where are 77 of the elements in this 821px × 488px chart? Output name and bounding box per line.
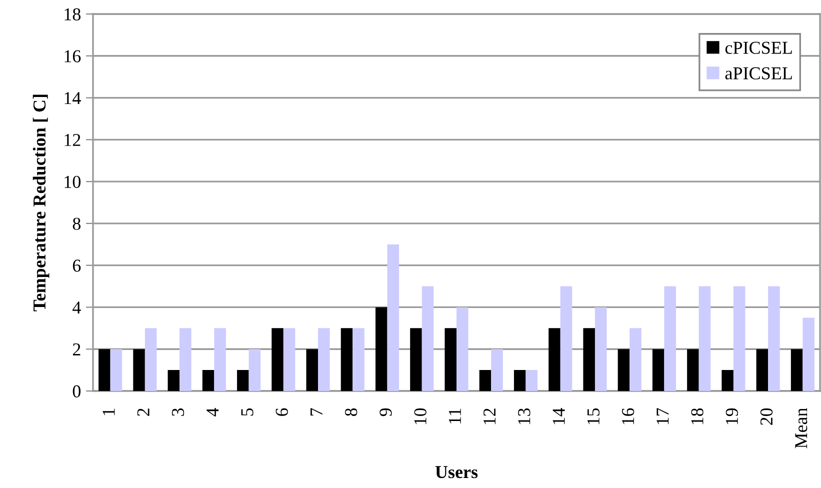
y-tick-label: 8 bbox=[72, 218, 81, 230]
x-tick-label: 13 bbox=[518, 408, 530, 424]
x-tick-label: 18 bbox=[691, 408, 704, 424]
x-tick-label: 7 bbox=[310, 408, 322, 416]
bar bbox=[802, 318, 814, 391]
y-tick-label: 6 bbox=[72, 260, 81, 272]
x-tick-label: 5 bbox=[241, 408, 254, 416]
bar bbox=[387, 244, 400, 391]
x-tick-label: 20 bbox=[760, 408, 773, 425]
bar bbox=[168, 370, 180, 391]
x-tick-label: 2 bbox=[137, 408, 150, 416]
x-tick-label: 14 bbox=[552, 408, 565, 424]
bar bbox=[560, 286, 572, 391]
y-tick-label: 18 bbox=[64, 8, 81, 20]
bar bbox=[756, 349, 768, 391]
bar bbox=[133, 349, 145, 391]
bar bbox=[479, 370, 492, 391]
bar bbox=[248, 349, 261, 391]
bar bbox=[180, 328, 192, 391]
y-tick-label: 10 bbox=[64, 176, 81, 188]
bar bbox=[340, 328, 353, 391]
bar bbox=[583, 328, 595, 391]
bar bbox=[110, 349, 122, 391]
x-tick-label: 4 bbox=[206, 408, 219, 416]
y-tick-label: 16 bbox=[64, 50, 81, 62]
bar bbox=[375, 307, 388, 391]
bar bbox=[548, 328, 560, 391]
y-tick-label: 2 bbox=[72, 343, 80, 356]
bar bbox=[664, 286, 676, 391]
bar bbox=[98, 349, 110, 391]
x-tick-label: 17 bbox=[656, 408, 669, 424]
bar bbox=[422, 286, 434, 391]
bar bbox=[790, 349, 803, 391]
bar bbox=[202, 370, 214, 391]
bar bbox=[318, 328, 330, 391]
y-axis-title: Temperature Reduction [ C] bbox=[32, 94, 50, 312]
y-tick-label: 12 bbox=[64, 134, 80, 146]
x-tick-label: 8 bbox=[344, 408, 358, 416]
bar bbox=[491, 349, 503, 391]
bar bbox=[652, 349, 664, 391]
x-tick-label: Mean bbox=[795, 408, 808, 448]
x-tick-label: 11 bbox=[448, 408, 461, 424]
x-tick-label: 10 bbox=[414, 408, 426, 424]
x-tick-label: 12 bbox=[484, 408, 496, 424]
bar bbox=[618, 349, 630, 391]
bar bbox=[410, 328, 422, 391]
x-tick-label: 9 bbox=[380, 408, 392, 416]
bar bbox=[733, 286, 746, 391]
legend-label: cPICSEL bbox=[725, 42, 792, 54]
x-axis-title: Users bbox=[435, 466, 478, 478]
y-tick-label: 14 bbox=[64, 92, 81, 104]
bar bbox=[144, 328, 157, 391]
x-tick-label: 16 bbox=[622, 408, 634, 424]
bar bbox=[687, 349, 699, 391]
x-tick-label: 3 bbox=[172, 408, 184, 416]
bar bbox=[237, 370, 249, 391]
bar bbox=[306, 349, 318, 391]
bar bbox=[352, 328, 364, 391]
bar bbox=[594, 307, 607, 391]
x-tick-label: 19 bbox=[726, 408, 738, 424]
bar bbox=[514, 370, 526, 391]
x-tick-label: 1 bbox=[102, 408, 115, 416]
bar bbox=[272, 328, 284, 391]
y-tick-label: 4 bbox=[72, 302, 81, 314]
bar bbox=[722, 370, 734, 391]
bar bbox=[214, 328, 226, 391]
legend-label: aPICSEL bbox=[725, 67, 792, 80]
bar bbox=[768, 286, 780, 391]
bar bbox=[283, 328, 296, 391]
x-tick-label: 6 bbox=[276, 408, 288, 416]
bar bbox=[526, 370, 538, 391]
bar bbox=[456, 307, 468, 391]
bar bbox=[698, 286, 711, 391]
bar bbox=[630, 328, 642, 391]
y-tick-label: 0 bbox=[72, 385, 81, 398]
x-tick-label: 15 bbox=[587, 408, 600, 424]
bar bbox=[444, 328, 456, 391]
